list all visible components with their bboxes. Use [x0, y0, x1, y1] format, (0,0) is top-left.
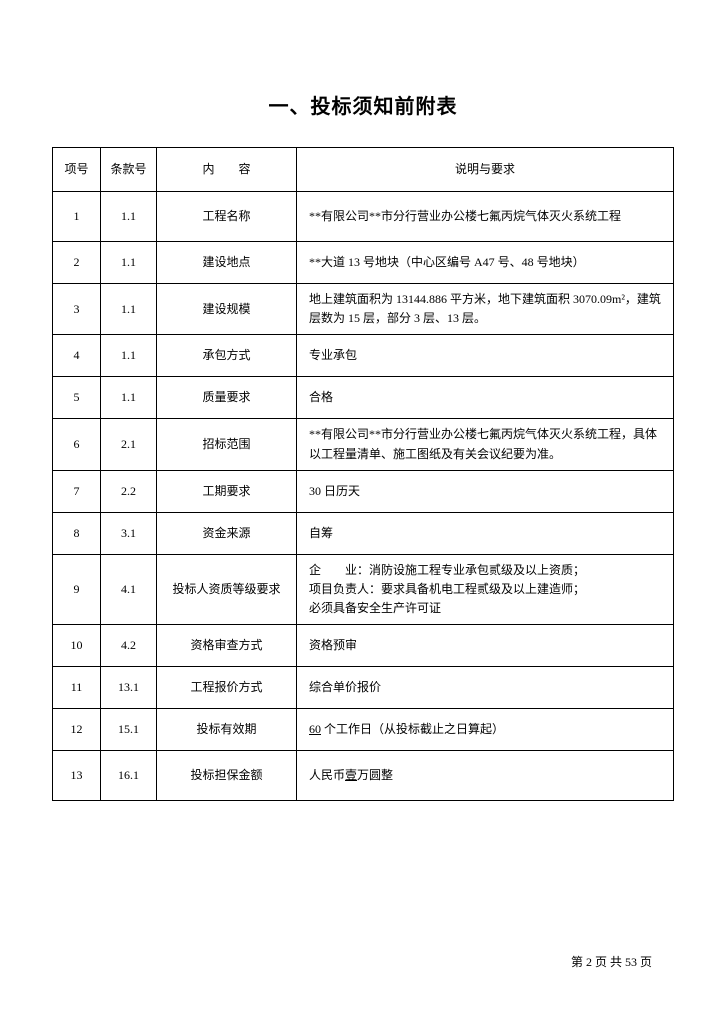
table-row: 31.1建设规模地上建筑面积为 13144.886 平方米，地下建筑面积 307…: [53, 284, 674, 335]
cell-clause: 1.1: [101, 335, 157, 377]
cell-content: 承包方式: [157, 335, 297, 377]
cell-num: 5: [53, 377, 101, 419]
table-row: 21.1建设地点**大道 13 号地块（中心区编号 A47 号、48 号地块）: [53, 242, 674, 284]
cell-num: 7: [53, 470, 101, 512]
cell-num: 11: [53, 667, 101, 709]
cell-content: 建设地点: [157, 242, 297, 284]
table-header-row: 项号 条款号 内 容 说明与要求: [53, 148, 674, 192]
cell-desc: **有限公司**市分行营业办公楼七氟丙烷气体灭火系统工程，具体以工程量清单、施工…: [297, 419, 674, 470]
cell-content: 投标人资质等级要求: [157, 554, 297, 625]
cell-desc: 地上建筑面积为 13144.886 平方米，地下建筑面积 3070.09m²，建…: [297, 284, 674, 335]
cell-clause: 4.2: [101, 625, 157, 667]
cell-clause: 16.1: [101, 751, 157, 801]
cell-clause: 1.1: [101, 192, 157, 242]
table-row: 72.2工期要求30 日历天: [53, 470, 674, 512]
page-title: 一、投标须知前附表: [52, 90, 674, 119]
cell-content: 工程名称: [157, 192, 297, 242]
cell-content: 质量要求: [157, 377, 297, 419]
cell-clause: 1.1: [101, 377, 157, 419]
cell-desc: 30 日历天: [297, 470, 674, 512]
cell-content: 投标担保金额: [157, 751, 297, 801]
cell-num: 2: [53, 242, 101, 284]
cell-desc: **大道 13 号地块（中心区编号 A47 号、48 号地块）: [297, 242, 674, 284]
cell-desc: **有限公司**市分行营业办公楼七氟丙烷气体灭火系统工程: [297, 192, 674, 242]
cell-clause: 2.2: [101, 470, 157, 512]
cell-clause: 1.1: [101, 242, 157, 284]
col-header-clause: 条款号: [101, 148, 157, 192]
col-header-desc: 说明与要求: [297, 148, 674, 192]
cell-desc: 资格预审: [297, 625, 674, 667]
cell-num: 10: [53, 625, 101, 667]
cell-num: 8: [53, 512, 101, 554]
cell-clause: 2.1: [101, 419, 157, 470]
cell-content: 建设规模: [157, 284, 297, 335]
table-row: 11.1工程名称**有限公司**市分行营业办公楼七氟丙烷气体灭火系统工程: [53, 192, 674, 242]
cell-num: 3: [53, 284, 101, 335]
cell-content: 招标范围: [157, 419, 297, 470]
cell-clause: 3.1: [101, 512, 157, 554]
col-header-num: 项号: [53, 148, 101, 192]
cell-num: 1: [53, 192, 101, 242]
table-row: 41.1承包方式专业承包: [53, 335, 674, 377]
table-row: 94.1投标人资质等级要求企 业：消防设施工程专业承包贰级及以上资质；项目负责人…: [53, 554, 674, 625]
cell-clause: 1.1: [101, 284, 157, 335]
table-row: 51.1质量要求合格: [53, 377, 674, 419]
table-row: 83.1资金来源自筹: [53, 512, 674, 554]
cell-content: 投标有效期: [157, 709, 297, 751]
table-row: 62.1招标范围**有限公司**市分行营业办公楼七氟丙烷气体灭火系统工程，具体以…: [53, 419, 674, 470]
cell-num: 13: [53, 751, 101, 801]
table-row: 104.2资格审查方式资格预审: [53, 625, 674, 667]
cell-clause: 15.1: [101, 709, 157, 751]
cell-content: 工期要求: [157, 470, 297, 512]
cell-desc: 合格: [297, 377, 674, 419]
cell-content: 资金来源: [157, 512, 297, 554]
table-row: 1215.1投标有效期60 个工作日（从投标截止之日算起）: [53, 709, 674, 751]
cell-content: 资格审查方式: [157, 625, 297, 667]
cell-desc: 企 业：消防设施工程专业承包贰级及以上资质；项目负责人：要求具备机电工程贰级及以…: [297, 554, 674, 625]
table-row: 1316.1投标担保金额人民币壹万圆整: [53, 751, 674, 801]
bid-notice-table: 项号 条款号 内 容 说明与要求 11.1工程名称**有限公司**市分行营业办公…: [52, 147, 674, 801]
page-footer: 第 2 页 共 53 页: [571, 953, 652, 970]
cell-num: 12: [53, 709, 101, 751]
cell-desc: 人民币壹万圆整: [297, 751, 674, 801]
cell-desc: 专业承包: [297, 335, 674, 377]
cell-desc: 60 个工作日（从投标截止之日算起）: [297, 709, 674, 751]
cell-desc: 综合单价报价: [297, 667, 674, 709]
cell-num: 4: [53, 335, 101, 377]
col-header-content: 内 容: [157, 148, 297, 192]
cell-num: 9: [53, 554, 101, 625]
table-row: 1113.1工程报价方式综合单价报价: [53, 667, 674, 709]
cell-desc: 自筹: [297, 512, 674, 554]
cell-content: 工程报价方式: [157, 667, 297, 709]
cell-num: 6: [53, 419, 101, 470]
cell-clause: 4.1: [101, 554, 157, 625]
cell-clause: 13.1: [101, 667, 157, 709]
